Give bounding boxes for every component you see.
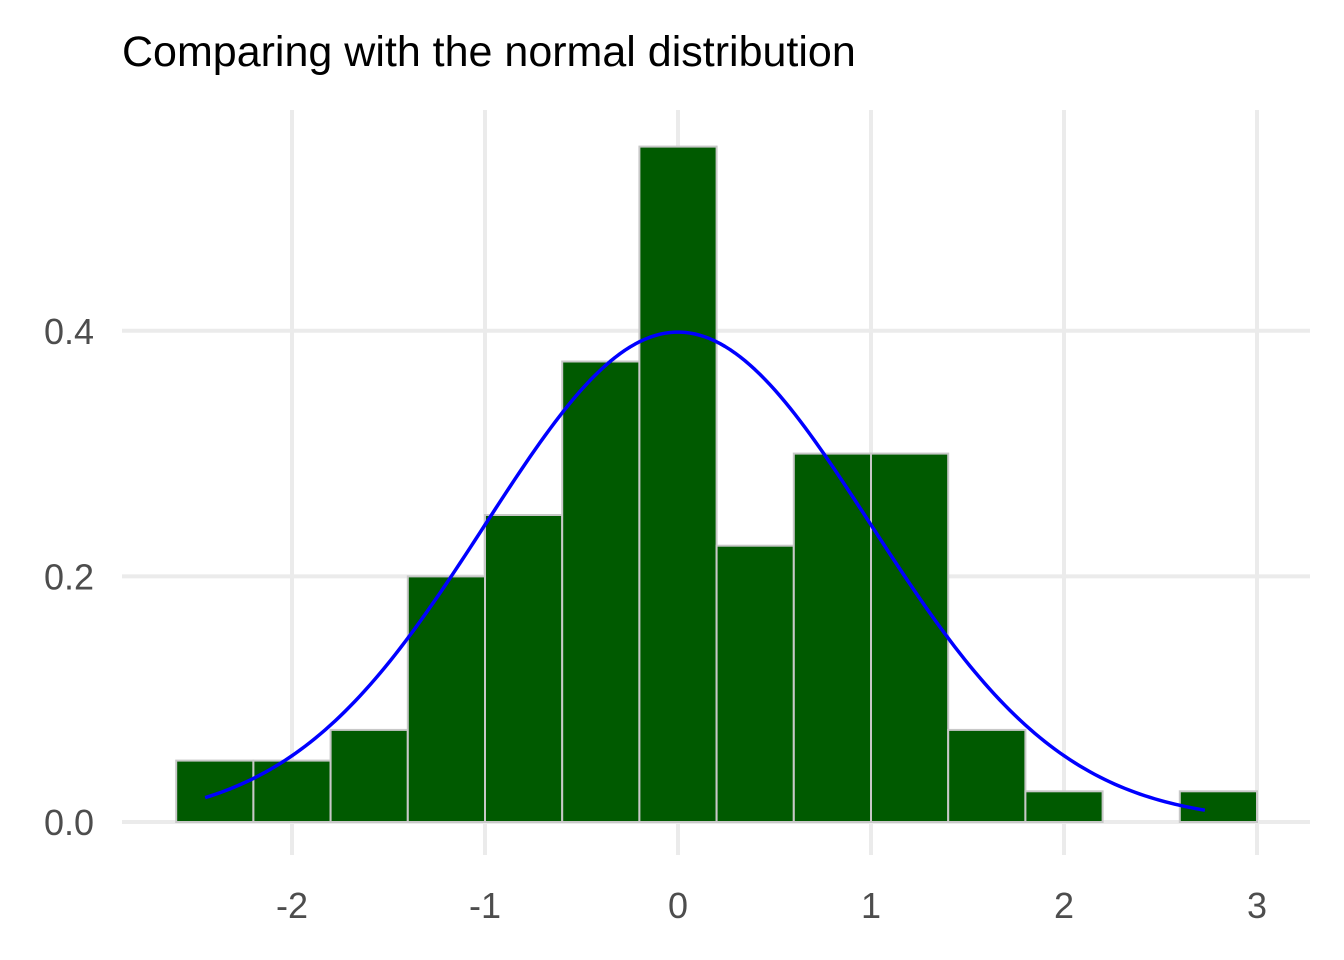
y-tick-label: 0.2 — [44, 556, 94, 597]
x-tick-label: 3 — [1247, 885, 1267, 926]
histogram-bar — [484, 514, 564, 823]
y-tick-label: 0.0 — [44, 802, 94, 843]
chart-title: Comparing with the normal distribution — [122, 28, 856, 76]
y-tick-label: 0.4 — [44, 311, 94, 352]
x-tick-label: -2 — [276, 885, 308, 926]
x-tick-label: 2 — [1054, 885, 1074, 926]
histogram-bar — [715, 544, 795, 823]
x-tick-label: -1 — [469, 885, 501, 926]
x-axis-tick-labels: -2 -1 0 1 2 3 — [276, 885, 1267, 926]
histogram-bar — [792, 452, 872, 823]
histogram-bar — [947, 728, 1027, 824]
y-axis-tick-labels: 0.0 0.2 0.4 — [44, 311, 94, 843]
histogram-bar — [1024, 790, 1104, 823]
histogram-bar — [175, 759, 255, 823]
histogram-bar — [252, 759, 332, 823]
histogram-bar — [638, 145, 718, 824]
histogram-bar — [870, 452, 950, 823]
x-tick-label: 0 — [668, 885, 688, 926]
normal-curve-layer — [204, 330, 1206, 812]
normal-density-curve — [204, 330, 1206, 812]
x-tick-label: 1 — [861, 885, 881, 926]
histogram-bar — [329, 728, 409, 824]
histogram-bar — [406, 575, 486, 824]
histogram-bars — [175, 145, 1259, 824]
histogram-bar — [561, 360, 641, 823]
